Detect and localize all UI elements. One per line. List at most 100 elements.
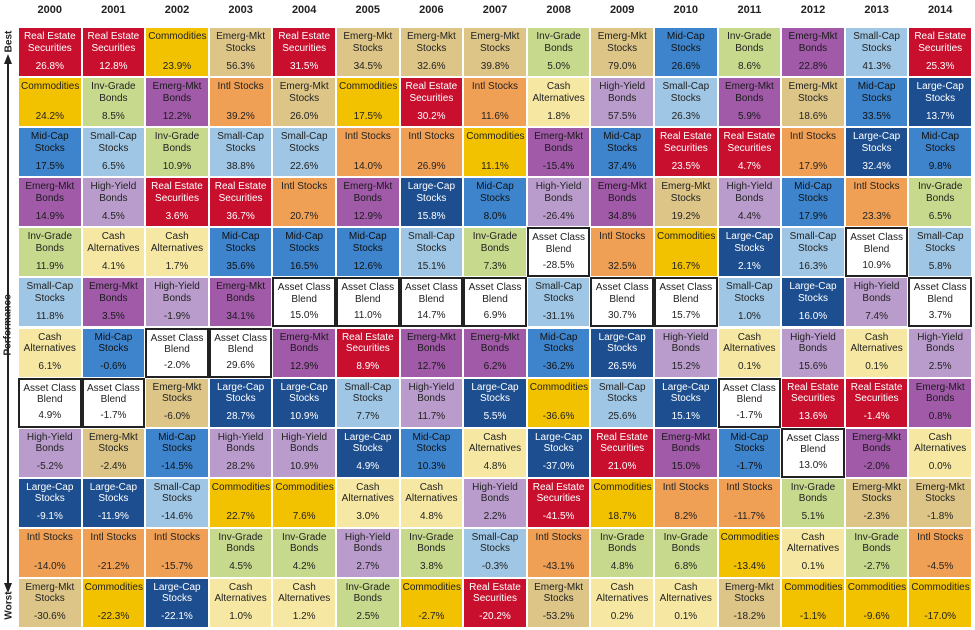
asset-cell: Emerg-Mkt Bonds 12.2%: [145, 77, 209, 128]
asset-name: Cash Alternatives: [468, 431, 522, 455]
asset-cell: Small-Cap Stocks 1.0%: [717, 277, 782, 328]
year-header: 2000: [37, 4, 63, 16]
asset-return: 30.2%: [417, 110, 446, 122]
year-header: 2009: [609, 4, 635, 16]
asset-name: Emerg-Mkt Bonds: [152, 81, 202, 104]
asset-name: Real Estate Securities: [214, 181, 267, 204]
axis-label: Performance: [2, 294, 14, 356]
asset-cell: Commodities -36.6%: [526, 377, 591, 428]
asset-name: Inv-Grade Bonds: [599, 531, 645, 555]
asset-name: Small-Cap Stocks: [280, 131, 328, 154]
asset-cell: Emerg-Mkt Bonds 14.9%: [18, 177, 82, 228]
asset-cell: Intl Stocks 8.2%: [654, 477, 718, 528]
asset-cell: Large-Cap Stocks 2.1%: [717, 227, 782, 278]
asset-name: Mid-Cap Stocks: [348, 231, 387, 254]
asset-name: Intl Stocks: [599, 231, 646, 243]
asset-name: Real Estate Securities: [532, 481, 585, 505]
asset-return: 33.5%: [862, 110, 891, 122]
asset-return: -6.0%: [163, 411, 191, 423]
asset-name: Emerg-Mkt Stocks: [852, 481, 902, 505]
asset-cell: Intl Stocks 20.7%: [272, 177, 336, 228]
asset-return: 0.1%: [737, 361, 761, 373]
asset-name: Emerg-Mkt Stocks: [88, 431, 138, 455]
asset-return: 10.9%: [862, 259, 891, 271]
asset-name: Cash Alternatives: [659, 581, 712, 605]
asset-name: Asset Class Blend: [277, 282, 331, 305]
asset-cell: High-Yield Bonds 11.7%: [399, 377, 464, 428]
asset-return: 79.0%: [608, 60, 637, 72]
asset-cell: High-Yield Bonds 28.2%: [208, 427, 273, 478]
asset-cell: Emerg-Mkt Bonds -15.4%: [526, 127, 591, 178]
asset-cell: High-Yield Bonds 2.7%: [336, 527, 400, 578]
asset-return: 12.9%: [353, 210, 382, 222]
asset-cell: Asset Class Blend 13.0%: [781, 427, 845, 478]
asset-return: 22.6%: [290, 160, 319, 172]
asset-name: Emerg-Mkt Stocks: [597, 31, 647, 54]
asset-name: Asset Class Blend: [913, 282, 967, 305]
asset-cell: Emerg-Mkt Stocks -2.4%: [81, 427, 146, 478]
asset-cell: Asset Class Blend 15.0%: [272, 277, 336, 328]
asset-return: 3.8%: [419, 561, 443, 573]
asset-return: 4.8%: [483, 461, 507, 473]
asset-cell: Emerg-Mkt Stocks 18.6%: [781, 77, 845, 128]
asset-return: 5.9%: [737, 110, 761, 122]
asset-cell: Mid-Cap Stocks -36.2%: [526, 327, 591, 378]
asset-name: Intl Stocks: [917, 531, 964, 543]
asset-name: Emerg-Mkt Bonds: [597, 181, 647, 204]
asset-name: Real Estate Securities: [23, 31, 76, 54]
asset-name: Mid-Cap Stocks: [158, 431, 196, 455]
asset-cell: High-Yield Bonds 10.9%: [272, 427, 336, 478]
asset-name: Small-Cap Stocks: [90, 131, 137, 154]
asset-return: 34.1%: [226, 310, 255, 322]
asset-return: 15.0%: [671, 461, 700, 473]
asset-name: Commodities: [84, 581, 143, 593]
asset-return: 15.1%: [671, 411, 700, 423]
asset-cell: Commodities -2.7%: [399, 577, 464, 628]
asset-name: Real Estate Securities: [914, 31, 967, 54]
asset-name: High-Yield Bonds: [726, 181, 773, 204]
asset-name: Inv-Grade Bonds: [281, 531, 327, 555]
asset-return: 14.0%: [353, 160, 382, 172]
asset-cell: Large-Cap Stocks -22.1%: [145, 577, 209, 628]
asset-cell: Commodities 16.7%: [654, 227, 718, 278]
asset-name: Emerg-Mkt Stocks: [25, 581, 75, 605]
asset-return: 4.9%: [38, 410, 62, 422]
asset-return: 57.5%: [608, 110, 637, 122]
asset-name: Small-Cap Stocks: [726, 281, 773, 304]
asset-cell: Emerg-Mkt Stocks 39.8%: [463, 27, 527, 78]
asset-name: Emerg-Mkt Bonds: [534, 131, 584, 154]
asset-cell: Real Estate Securities 31.5%: [272, 27, 336, 78]
asset-name: Intl Stocks: [662, 481, 709, 493]
asset-return: 0.1%: [674, 611, 698, 623]
asset-name: Asset Class Blend: [86, 382, 140, 406]
asset-cell: Real Estate Securities 23.5%: [654, 127, 718, 178]
asset-name: Large-Cap Stocks: [344, 431, 392, 455]
asset-cell: Real Estate Securities 30.2%: [399, 77, 464, 128]
asset-return: 8.0%: [483, 210, 507, 222]
asset-cell: Emerg-Mkt Bonds 12.9%: [336, 177, 400, 228]
asset-cell: Emerg-Mkt Stocks 34.5%: [336, 27, 400, 78]
asset-cell: Cash Alternatives 4.8%: [463, 427, 527, 478]
asset-cell: Cash Alternatives 0.2%: [590, 577, 654, 628]
asset-cell: Intl Stocks 39.2%: [208, 77, 273, 128]
asset-cell: Cash Alternatives 0.1%: [781, 527, 845, 578]
asset-name: Small-Cap Stocks: [853, 31, 900, 54]
asset-cell: Emerg-Mkt Bonds 34.8%: [590, 177, 654, 228]
asset-return: 34.8%: [608, 210, 637, 222]
asset-cell: High-Yield Bonds 4.4%: [717, 177, 782, 228]
asset-name: Emerg-Mkt Stocks: [534, 581, 584, 605]
year-header: 2001: [101, 4, 126, 16]
asset-return: 1.0%: [737, 310, 761, 322]
year-header: 2005: [355, 4, 381, 16]
asset-return: -14.0%: [33, 561, 66, 573]
asset-return: 12.9%: [290, 361, 319, 373]
asset-return: 30.7%: [608, 309, 637, 321]
asset-cell: Emerg-Mkt Stocks 56.3%: [208, 27, 273, 78]
asset-name: Inv-Grade Bonds: [154, 131, 200, 154]
asset-cell: Mid-Cap Stocks -14.5%: [145, 427, 209, 478]
asset-cell: Asset Class Blend -1.7%: [717, 377, 782, 428]
asset-cell: Inv-Grade Bonds 4.8%: [590, 527, 654, 578]
asset-return: 26.3%: [671, 110, 700, 122]
asset-cell: Small-Cap Stocks 7.7%: [336, 377, 400, 428]
asset-cell: Emerg-Mkt Bonds 34.1%: [208, 277, 273, 328]
